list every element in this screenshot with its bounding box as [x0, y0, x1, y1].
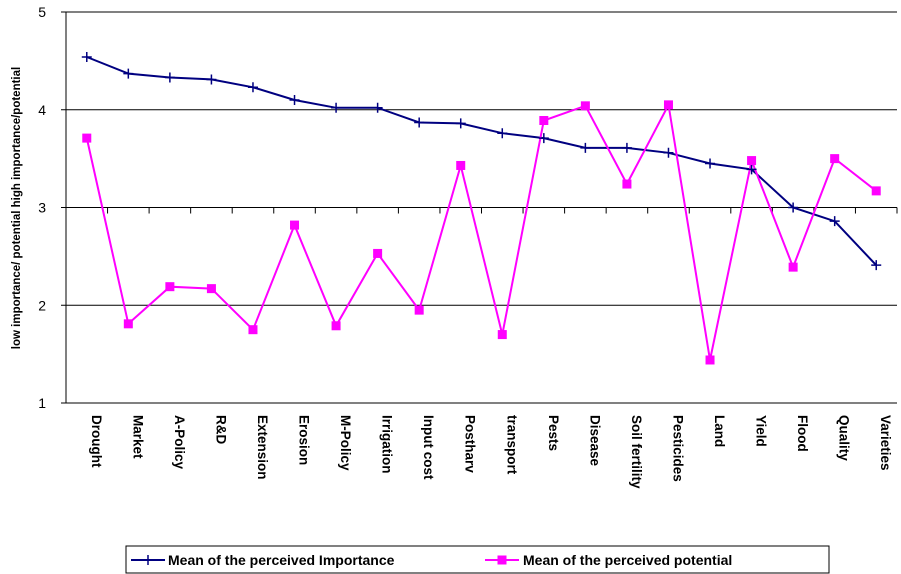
- data-point-importance: [331, 102, 342, 113]
- x-tick-label: Soil fertility: [629, 415, 644, 489]
- legend-label-2: Mean of the perceived potential: [523, 552, 732, 568]
- data-point-potential: [123, 319, 133, 329]
- y-tick-label: 5: [38, 4, 46, 20]
- data-point-potential: [497, 330, 507, 340]
- x-tick-label: Drought: [89, 415, 104, 468]
- data-point-potential: [165, 282, 175, 292]
- y-tick-label: 1: [38, 395, 46, 411]
- gridlines: [66, 11, 897, 306]
- x-tick-label: Irrigation: [380, 415, 395, 474]
- legend-marker-square: [497, 555, 507, 565]
- data-point-importance: [372, 102, 383, 113]
- data-point-potential: [248, 325, 258, 335]
- data-point-importance: [580, 142, 591, 153]
- y-axis-label: low importance/ potential high importanc…: [11, 67, 23, 349]
- data-point-importance: [164, 72, 175, 83]
- data-point-importance: [621, 142, 632, 153]
- data-point-importance: [123, 68, 134, 79]
- data-point-importance: [497, 128, 508, 139]
- legend-box: [125, 545, 830, 574]
- x-tick-label: Extension: [255, 415, 270, 480]
- data-point-potential: [539, 116, 549, 126]
- data-point-potential: [414, 305, 424, 315]
- x-tick-label: Erosion: [297, 415, 312, 465]
- x-tick-label: A-Policy: [172, 415, 187, 470]
- data-point-potential: [580, 101, 590, 111]
- data-point-potential: [747, 156, 757, 166]
- x-tick-label: Pesticides: [670, 415, 685, 482]
- data-point-importance: [829, 216, 840, 227]
- legend-marker-plus: [143, 555, 153, 565]
- y-tick-label: 4: [38, 102, 46, 118]
- data-point-potential: [373, 248, 383, 258]
- data-point-importance: [788, 202, 799, 213]
- x-tick-label: transport: [504, 415, 519, 475]
- y-tick-labels: 1 2 3 4 5: [38, 4, 46, 411]
- data-point-potential: [290, 220, 300, 230]
- data-point-potential: [456, 160, 466, 170]
- data-point-potential: [788, 262, 798, 272]
- data-point-importance: [455, 118, 466, 129]
- x-tick-label: Quality: [837, 415, 852, 461]
- data-point-potential: [871, 186, 881, 196]
- data-point-potential: [331, 321, 341, 331]
- x-tick-label: Land: [712, 415, 727, 447]
- x-tick-label: Postharv: [463, 415, 478, 473]
- data-point-importance: [247, 82, 258, 93]
- data-point-importance: [414, 117, 425, 128]
- data-point-potential: [82, 133, 92, 143]
- data-point-potential: [663, 100, 673, 110]
- data-point-importance: [289, 94, 300, 105]
- x-tick-label: Market: [130, 415, 145, 459]
- x-tick-label: Input cost: [421, 415, 436, 480]
- series-line-2: [85, 101, 877, 361]
- axes: [61, 11, 898, 404]
- x-tick-label: Flood: [795, 415, 810, 452]
- data-point-potential: [830, 154, 840, 164]
- series-lines: [85, 56, 877, 361]
- x-tick-label: Yield: [754, 415, 769, 447]
- legend-label-1: Mean of the perceived Importance: [168, 552, 395, 568]
- y-tick-label: 3: [38, 200, 46, 216]
- x-tick-label: Varieties: [878, 415, 893, 471]
- data-point-importance: [81, 51, 92, 62]
- y-tick-label: 2: [38, 297, 46, 313]
- x-tick-label: Disease: [587, 415, 602, 467]
- data-point-importance: [705, 158, 716, 169]
- data-point-potential: [206, 284, 216, 294]
- series-markers: [81, 51, 882, 365]
- series-line-1: [86, 56, 877, 266]
- data-point-importance: [538, 133, 549, 144]
- data-point-importance: [871, 260, 882, 271]
- legend: Mean of the perceived Importance Mean of …: [125, 545, 830, 574]
- data-point-potential: [705, 355, 715, 365]
- data-point-importance: [746, 164, 757, 175]
- data-point-importance: [663, 147, 674, 158]
- x-tick-label: M-Policy: [338, 415, 353, 471]
- data-point-importance: [206, 74, 217, 85]
- x-tick-labels: Drought Market A-Policy R&D Extension Erosion…: [89, 415, 893, 489]
- x-tick-label: Pests: [546, 415, 561, 451]
- data-point-potential: [622, 179, 632, 189]
- x-tick-label: R&D: [213, 415, 228, 444]
